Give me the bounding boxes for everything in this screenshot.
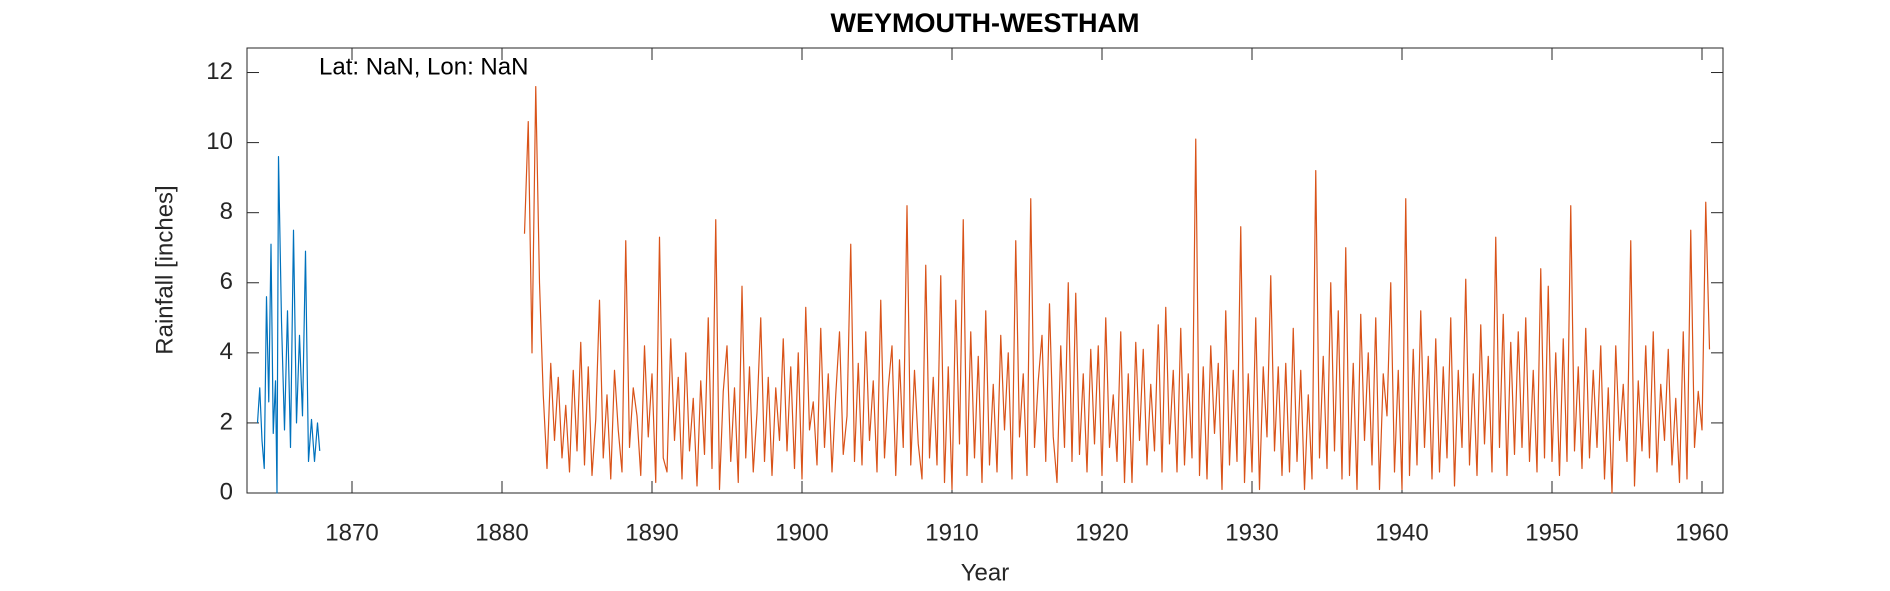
x-axis-label: Year <box>961 559 1010 586</box>
x-tick-label: 1940 <box>1375 519 1428 546</box>
axes-box <box>246 47 1724 494</box>
y-tick-label: 0 <box>220 478 233 505</box>
x-tick-label: 1950 <box>1525 519 1578 546</box>
x-tick-label: 1960 <box>1675 519 1728 546</box>
x-tick-label: 1900 <box>775 519 828 546</box>
y-tick-label: 10 <box>206 128 233 155</box>
x-tick-label: 1930 <box>1225 519 1278 546</box>
series-line <box>523 85 1711 494</box>
series-line <box>256 156 321 494</box>
y-tick-label: 2 <box>220 408 233 435</box>
x-tick-label: 1880 <box>475 519 528 546</box>
x-tick-label: 1870 <box>325 519 378 546</box>
y-tick-label: 4 <box>220 338 233 365</box>
x-tick-label: 1890 <box>625 519 678 546</box>
y-tick-label: 12 <box>206 58 233 85</box>
x-tick-label: 1920 <box>1075 519 1128 546</box>
x-tick-label: 1910 <box>925 519 978 546</box>
y-tick-label: 6 <box>220 268 233 295</box>
y-tick-label: 8 <box>220 198 233 225</box>
annotation: Lat: NaN, Lon: NaN <box>319 53 528 80</box>
chart-title: WEYMOUTH-WESTHAM <box>831 8 1140 38</box>
y-axis-label: Rainfall [inches] <box>151 185 178 354</box>
